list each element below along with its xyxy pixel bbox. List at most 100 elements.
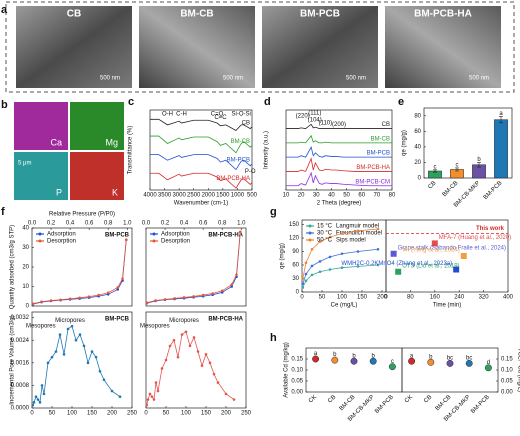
eds-label: Mg <box>105 137 118 147</box>
marker <box>204 353 208 356</box>
marker <box>168 344 172 348</box>
y-tick-label: 0.0016 <box>11 360 30 366</box>
x-tick-label: BM-PCB <box>374 394 395 415</box>
marker <box>94 355 98 359</box>
x-axis-title: Wavenumber (cm-1) <box>174 201 228 207</box>
marker <box>40 384 44 387</box>
marker <box>163 298 167 301</box>
marker <box>59 298 62 302</box>
legend-label: Adsorption <box>47 232 76 238</box>
scale-bar: 500 nm <box>223 76 243 82</box>
legend-swatch <box>308 238 312 242</box>
legend-label: 30 °C <box>317 231 333 237</box>
marker <box>68 297 72 301</box>
point-label: Grape stalk (Sabando Fraile et al., 2024… <box>398 245 506 251</box>
marker <box>36 398 40 401</box>
series-line <box>150 118 253 131</box>
x-tick-label: 150 <box>357 295 368 301</box>
x-tick-label: 0.2 <box>161 221 170 227</box>
sem-label: BM-PCB-HA <box>414 9 472 20</box>
marker <box>78 333 82 336</box>
marker <box>230 285 234 288</box>
y-tick-label: 10 <box>22 284 29 290</box>
y-tick-label: 30 <box>292 276 299 282</box>
marker <box>58 333 62 336</box>
annotation: (111) <box>308 110 321 116</box>
x-tick-label: 80 <box>407 295 414 301</box>
marker <box>200 364 204 367</box>
marker <box>34 395 38 399</box>
y-tick-label: 0.15 <box>501 357 513 363</box>
point <box>388 363 396 371</box>
y-tick-label: 60 <box>414 129 421 135</box>
x-tick-label: 0.8 <box>218 221 227 227</box>
marker <box>176 355 180 359</box>
x-tick-label: 0.4 <box>180 221 189 227</box>
point <box>446 359 454 367</box>
x-tick-label: 0 <box>144 411 148 417</box>
eds-map <box>14 102 68 150</box>
series-line <box>302 248 379 285</box>
marker <box>31 302 35 305</box>
marker <box>230 283 234 286</box>
annotation: bc <box>466 355 472 361</box>
point <box>453 266 460 273</box>
x-tick-label: 0.6 <box>85 221 94 227</box>
chart-title: BM-PCB-HA <box>208 317 243 323</box>
panel-label: d <box>264 96 271 108</box>
point <box>431 240 438 247</box>
marker <box>116 288 120 291</box>
x-tick-label: 50 <box>319 295 326 301</box>
marker <box>301 277 305 280</box>
marker <box>172 338 176 342</box>
annotation: a <box>314 351 318 357</box>
y-tick-label: 40 <box>22 226 29 232</box>
y-tick-label: 0.05 <box>501 379 513 385</box>
point <box>395 268 402 275</box>
annotation: Mesopores <box>140 324 170 330</box>
x-tick-label: 1.0 <box>123 221 132 227</box>
marker <box>40 300 43 304</box>
legend-label: Adsorption <box>161 232 190 238</box>
x-tick-label: 2500 <box>187 193 201 199</box>
eds-map <box>70 102 124 150</box>
eds-map <box>14 152 68 200</box>
x-tick-label: 320 <box>479 295 490 301</box>
x-tick-label: 10 <box>283 193 290 199</box>
x-tick-label: BM-PCB <box>483 180 504 201</box>
y-tick-label: 20 <box>22 265 29 271</box>
legend-label: Langmuir model <box>336 224 379 230</box>
sem-image <box>262 6 378 88</box>
marker <box>356 229 360 233</box>
annotation: Si-O-Si <box>232 111 251 117</box>
x-tick-label: 240 <box>454 295 465 301</box>
eds-label: P <box>56 187 62 197</box>
series-line <box>32 239 127 305</box>
y-tick-label: 0 <box>26 304 30 310</box>
panel-label: f <box>1 206 5 218</box>
point <box>465 359 473 367</box>
marker <box>66 327 70 331</box>
x-tick-label: CK <box>404 394 414 404</box>
marker <box>98 369 102 373</box>
chart-title: BM-PCB <box>105 317 130 323</box>
marker <box>201 293 205 297</box>
x-tick-label: CK <box>308 394 318 404</box>
series-label: BM-PCB <box>227 158 250 164</box>
annotation: b <box>477 157 481 163</box>
plot-frame <box>423 107 513 179</box>
annotation: C=C <box>214 115 227 121</box>
marker <box>148 392 152 396</box>
x-tick-label: 1000 <box>231 193 245 199</box>
marker <box>376 247 380 251</box>
legend-swatch <box>308 224 312 228</box>
annotation: b <box>333 352 337 358</box>
legend-swatch <box>38 232 42 236</box>
x-tick-label: 0.6 <box>199 221 208 227</box>
eds-label: Ca <box>50 137 62 147</box>
x-tick-label: 0.0 <box>28 221 37 227</box>
legend-label: Desorption <box>161 239 190 245</box>
series-line <box>150 154 253 171</box>
panel-label: a <box>1 4 8 16</box>
bar <box>494 119 508 179</box>
